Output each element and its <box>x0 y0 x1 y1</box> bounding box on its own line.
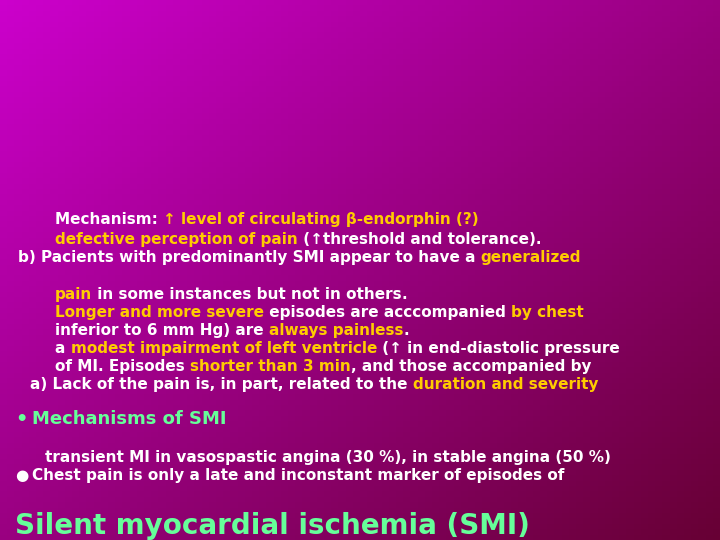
Text: modest impairment of left ventricle: modest impairment of left ventricle <box>71 341 377 356</box>
Text: defective perception of pain: defective perception of pain <box>55 232 298 247</box>
Text: .: . <box>403 323 409 338</box>
Text: (↑threshold and tolerance).: (↑threshold and tolerance). <box>298 232 541 247</box>
Text: of MI. Episodes: of MI. Episodes <box>55 359 190 374</box>
Text: Silent myocardial ischemia (SMI): Silent myocardial ischemia (SMI) <box>15 512 530 540</box>
Text: transient MI in vasospastic angina (30 %), in stable angina (50 %): transient MI in vasospastic angina (30 %… <box>45 450 611 465</box>
Text: a) Lack of the pain is, in part, related to the: a) Lack of the pain is, in part, related… <box>30 377 413 392</box>
Text: , and those accompanied by: , and those accompanied by <box>351 359 591 374</box>
Text: a: a <box>55 341 71 356</box>
Text: always painless: always painless <box>269 323 403 338</box>
Text: generalized: generalized <box>481 250 581 265</box>
Text: Chest pain is only a late and inconstant marker of episodes of: Chest pain is only a late and inconstant… <box>32 468 564 483</box>
Text: by chest: by chest <box>511 305 584 320</box>
Text: pain: pain <box>55 287 92 302</box>
Text: •: • <box>15 410 27 429</box>
Text: .: . <box>402 287 408 302</box>
Text: duration and severity: duration and severity <box>413 377 598 392</box>
Text: (↑ in end-diastolic pressure: (↑ in end-diastolic pressure <box>377 341 620 356</box>
Text: Mechanisms of SMI: Mechanisms of SMI <box>32 410 227 428</box>
Text: b) Pacients with predominantly SMI appear to have a: b) Pacients with predominantly SMI appea… <box>18 250 481 265</box>
Text: in some instances but not in others: in some instances but not in others <box>92 287 402 302</box>
Text: episodes are acccompanied: episodes are acccompanied <box>264 305 511 320</box>
Text: shorter than 3 min: shorter than 3 min <box>190 359 351 374</box>
Text: inferior to 6 mm Hg) are: inferior to 6 mm Hg) are <box>55 323 269 338</box>
Text: ●: ● <box>15 468 28 483</box>
Text: ↑ level of circulating β-endorphin (?): ↑ level of circulating β-endorphin (?) <box>163 212 479 227</box>
Text: Longer and more severe: Longer and more severe <box>55 305 264 320</box>
Text: Mechanism:: Mechanism: <box>55 212 163 227</box>
